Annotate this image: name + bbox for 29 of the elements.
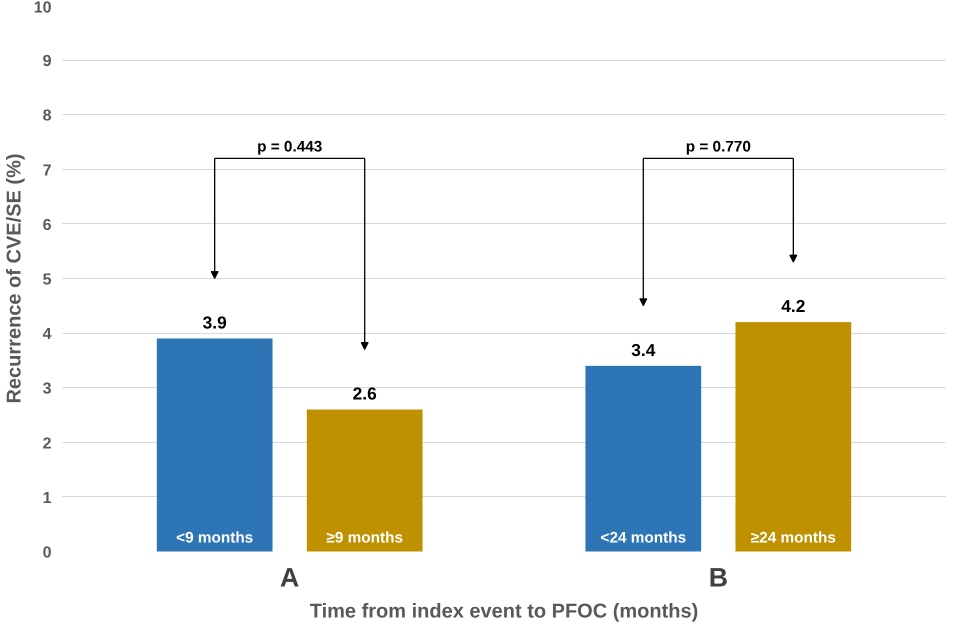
annotation: ≥9 months <box>326 530 403 546</box>
y-tick-label: 10 <box>34 0 52 16</box>
annotation: <9 months <box>176 530 254 546</box>
y-tick-label: 1 <box>42 490 52 507</box>
bar <box>585 366 702 552</box>
data-label: 3.4 <box>631 340 656 360</box>
annotation: p = 0.443 <box>257 138 322 156</box>
data-label: 4.2 <box>781 296 806 316</box>
y-tick-label: 0 <box>42 544 52 562</box>
annotation: p = 0.770 <box>686 138 751 156</box>
data-label: 3.9 <box>202 312 227 333</box>
y-tick-label: 8 <box>42 108 52 125</box>
x-axis-title: Time from index event to PFOC (months) <box>310 600 698 622</box>
data-label: 2.6 <box>352 384 378 404</box>
y-tick-label: 3 <box>42 380 52 398</box>
annotation: ≥24 months <box>750 530 836 546</box>
bar <box>735 322 852 552</box>
annotation: <24 months <box>600 530 686 546</box>
bar <box>306 410 423 552</box>
y-tick-label: 6 <box>42 216 52 234</box>
y-tick-label: 2 <box>42 435 52 452</box>
y-tick-label: 4 <box>42 326 52 344</box>
y-tick-label: 7 <box>42 162 52 180</box>
y-axis-title: Recurrence of CVE/SE (%) <box>4 153 26 404</box>
bar <box>156 338 273 552</box>
y-tick-label: 5 <box>42 272 52 288</box>
x-tick-label: A <box>280 562 300 592</box>
x-tick-label: B <box>708 562 728 592</box>
y-tick-label: 9 <box>42 53 52 70</box>
